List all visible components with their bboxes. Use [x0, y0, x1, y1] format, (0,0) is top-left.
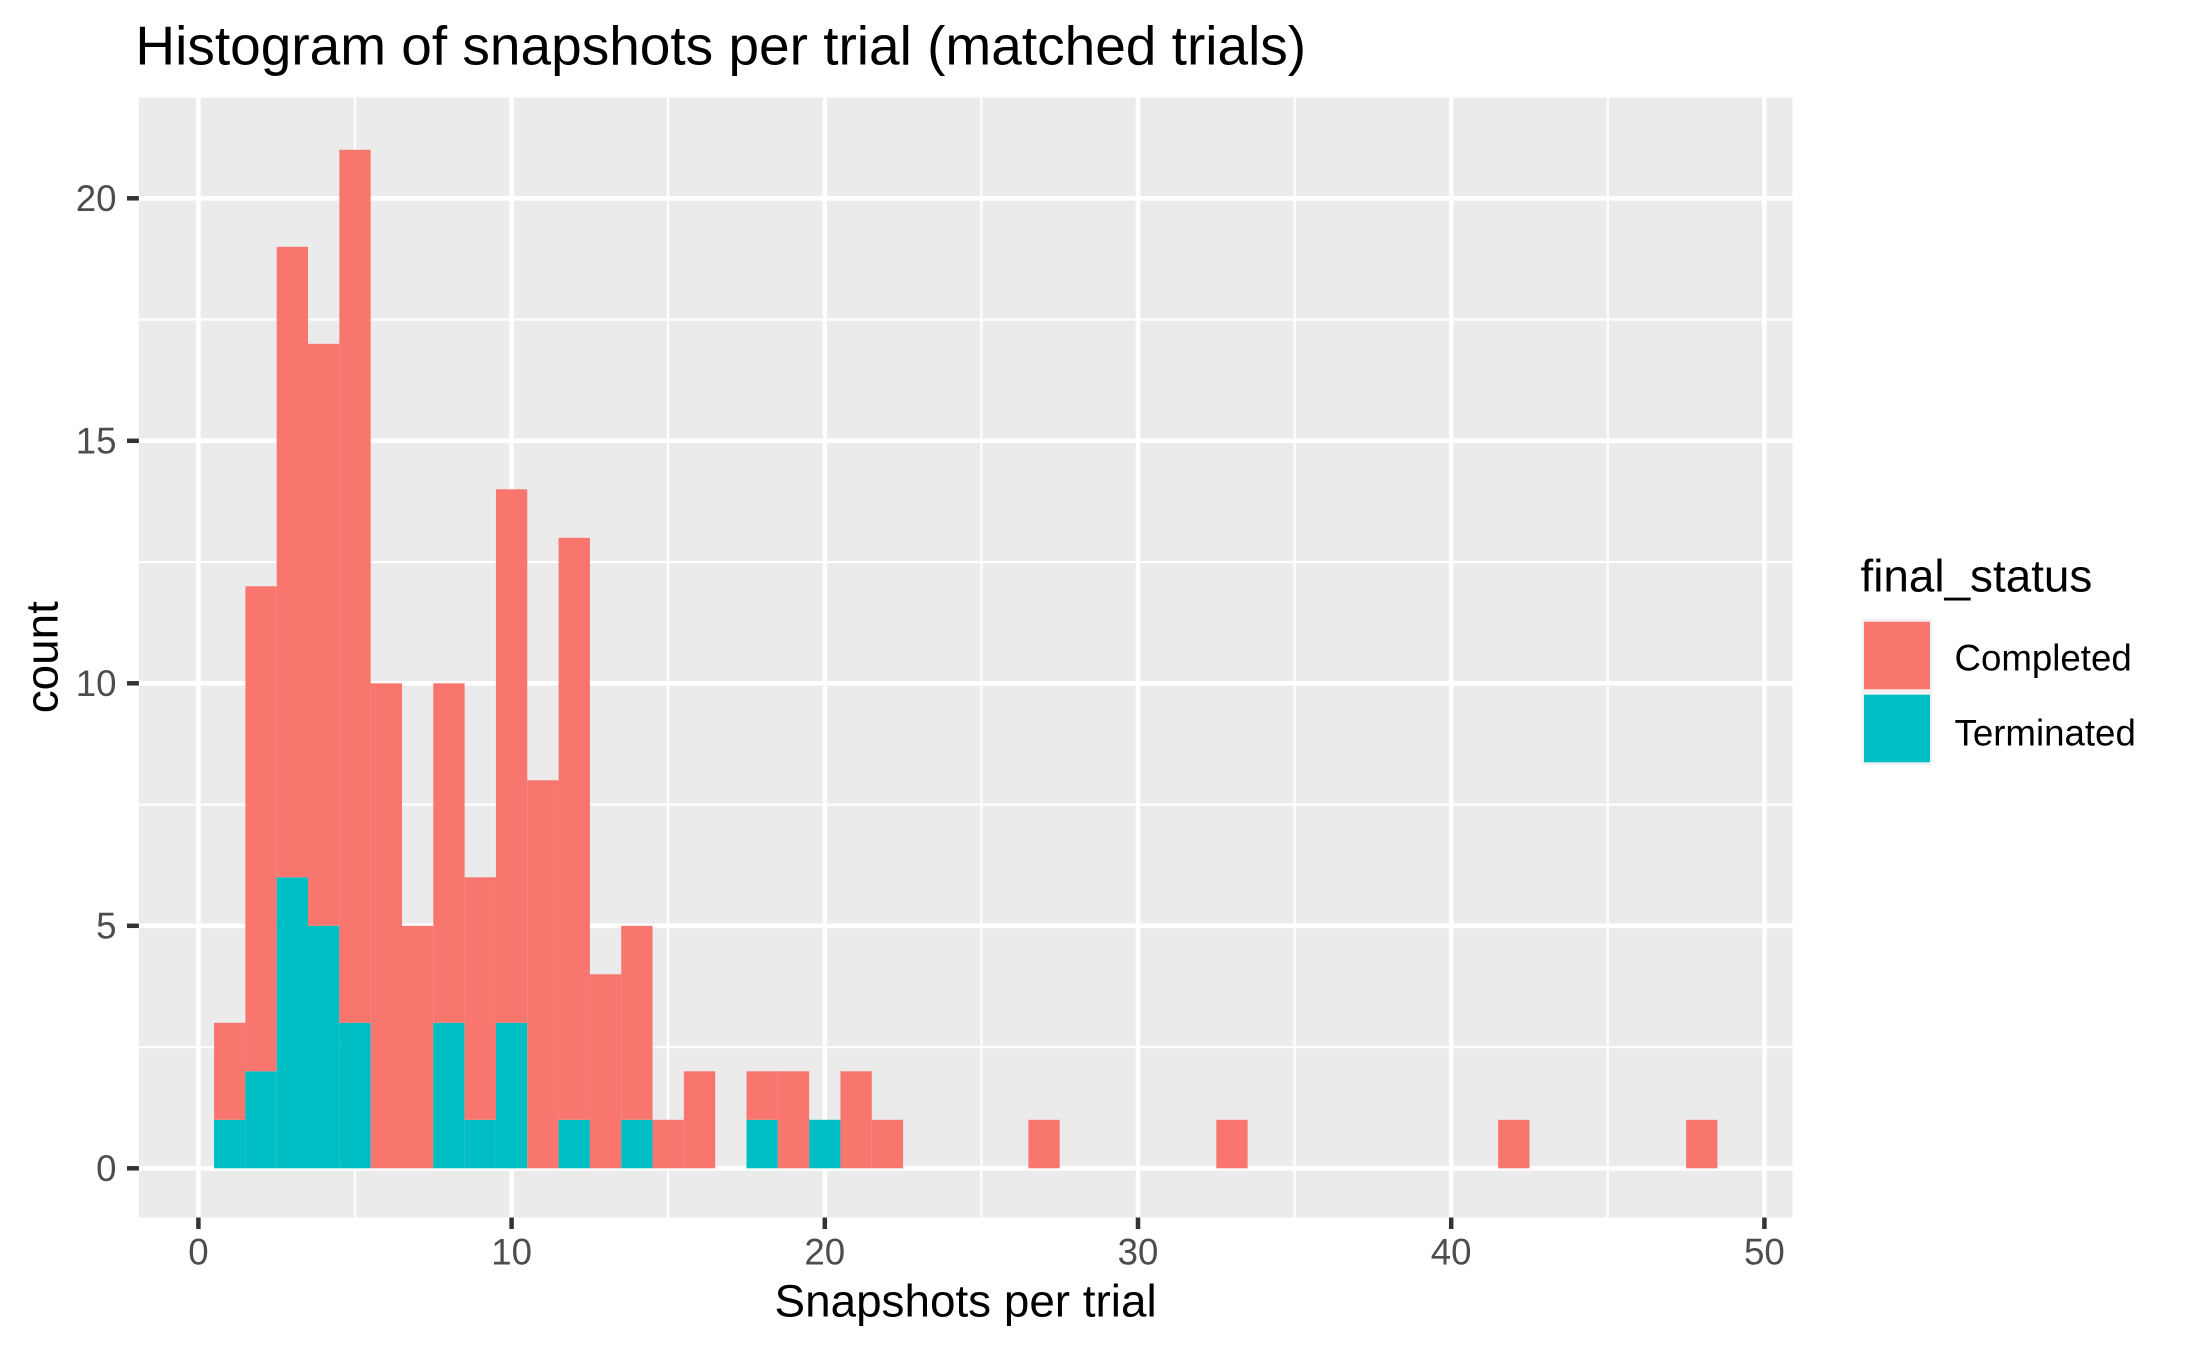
svg-text:Histogram of snapshots per tri: Histogram of snapshots per trial (matche…: [135, 15, 1306, 77]
svg-text:Snapshots per trial: Snapshots per trial: [775, 1276, 1157, 1327]
svg-text:Completed: Completed: [1955, 638, 2132, 679]
svg-text:10: 10: [76, 663, 117, 704]
svg-text:0: 0: [96, 1148, 116, 1189]
svg-text:count: count: [17, 601, 68, 713]
svg-text:20: 20: [804, 1232, 845, 1273]
svg-text:final_status: final_status: [1861, 550, 2093, 601]
svg-text:0: 0: [188, 1232, 208, 1273]
svg-text:20: 20: [76, 178, 117, 219]
svg-text:15: 15: [76, 421, 117, 462]
svg-text:5: 5: [96, 906, 116, 947]
svg-text:50: 50: [1744, 1232, 1785, 1273]
svg-text:30: 30: [1118, 1232, 1159, 1273]
svg-text:10: 10: [491, 1232, 532, 1273]
svg-text:40: 40: [1431, 1232, 1472, 1273]
svg-text:Terminated: Terminated: [1955, 713, 2136, 754]
